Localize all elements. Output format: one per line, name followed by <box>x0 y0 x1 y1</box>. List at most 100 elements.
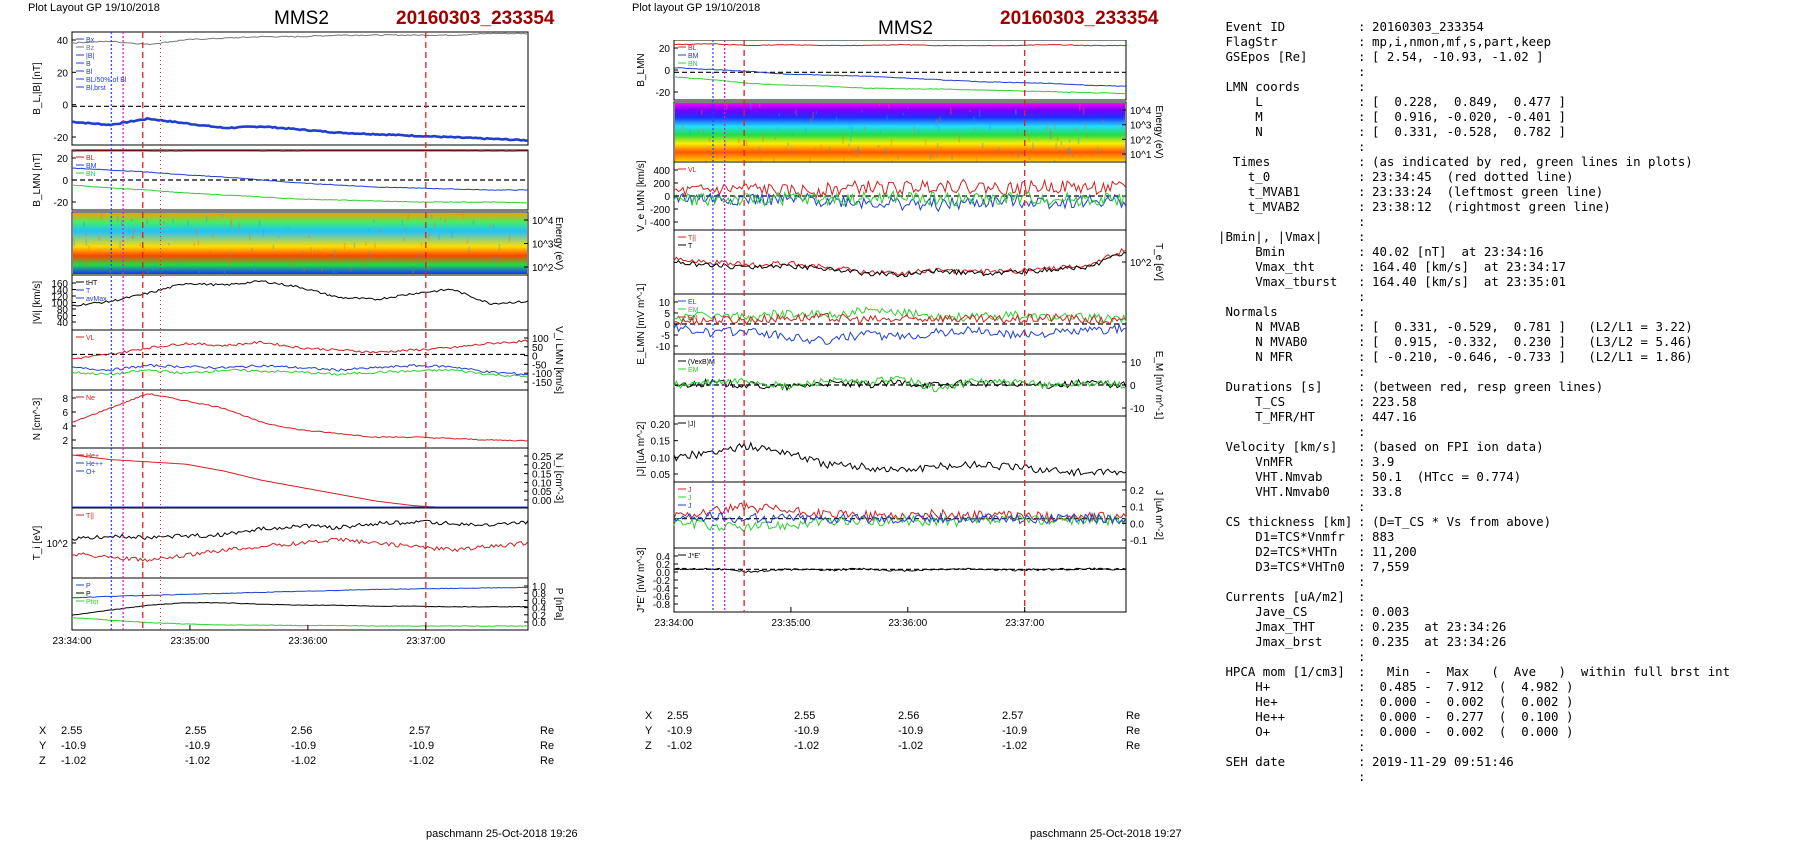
legend-label: EM <box>688 307 699 314</box>
spectrogram-speckle <box>744 128 746 132</box>
series-p-2 <box>71 617 529 627</box>
y-tick-label: 0 <box>62 101 68 112</box>
panel-frame <box>71 577 529 631</box>
spectrogram-speckle <box>940 146 942 151</box>
y-tick-label: 100 <box>532 334 549 345</box>
spectrogram-speckle <box>778 113 781 117</box>
spectrogram-speckle <box>1068 150 1070 154</box>
y-tick-label: 50 <box>532 343 544 354</box>
spectrogram-speckle <box>438 234 440 241</box>
spectrogram-speckle <box>842 135 844 144</box>
summary-key: D2=TCS*VHTn <box>1218 544 1338 559</box>
panel-ti: 10^2 T_i [eV] T|| <box>32 507 529 579</box>
x-tick-label: 23:37:00 <box>1005 618 1044 629</box>
coord-unit: Re <box>1126 740 1141 752</box>
spectrogram-speckle <box>229 252 231 257</box>
summary-sep: : <box>1358 334 1366 349</box>
summary-sep: : <box>1358 94 1366 109</box>
summary-row: L: [ 0.228, 0.849, 0.477 ] <box>1218 94 1798 109</box>
spectrogram-speckle <box>172 219 174 224</box>
y-tick-label: 0 <box>1130 381 1136 392</box>
summary-key <box>1218 139 1358 154</box>
summary-row: He++: 0.000 - 0.277 ( 0.100 ) <box>1218 709 1798 724</box>
summary-sep: : <box>1358 19 1366 34</box>
legend-label: P <box>86 591 91 598</box>
summary-sep: : <box>1358 259 1366 274</box>
summary-value: 23:33:24 (leftmost green line) <box>1372 184 1604 199</box>
spectrogram-speckle <box>353 242 356 249</box>
series-blmn-2 <box>71 184 528 204</box>
summary-sep: : <box>1358 349 1366 364</box>
coord-value: 2.57 <box>1002 710 1024 722</box>
spectrogram-speckle <box>426 214 429 219</box>
spectrogram-speckle <box>132 234 134 239</box>
y-tick-label: 4 <box>62 422 68 433</box>
spectrogram-speckle <box>373 219 375 224</box>
summary-sep: : <box>1358 109 1366 124</box>
series-vilmn-0 <box>71 339 529 360</box>
coord-value: -10.9 <box>409 740 435 752</box>
summary-row: HPCA mom [1/cm3]: Min - Max ( Ave ) with… <box>1218 664 1798 679</box>
summary-sep: : <box>1358 304 1366 319</box>
spectrogram-speckle <box>998 147 1000 153</box>
panel-jlmn: 0.20.10.0-0.1J [uA m^-2]JJJ <box>673 481 1164 549</box>
spectrogram-speckle <box>1096 147 1099 155</box>
summary-key: N MFR <box>1218 349 1293 364</box>
summary-row: VHT.Nmvab:50.1 (HTcc = 0.774) <box>1218 469 1798 484</box>
coord-label: X <box>645 710 653 722</box>
series-vilmn-1 <box>71 363 529 376</box>
spectrogram-speckle <box>850 136 852 142</box>
spectrogram-speckle <box>128 229 130 235</box>
summary-row: Velocity [km/s]: (based on FPI ion data) <box>1218 439 1798 454</box>
spectrogram-speckle <box>287 226 289 229</box>
spectrogram-speckle <box>489 224 492 228</box>
spectrogram-speckle <box>374 243 376 249</box>
y-tick-label: 0.05 <box>532 487 552 498</box>
summary-sep: : <box>1358 559 1366 574</box>
spectrogram-speckle <box>786 147 788 154</box>
summary-value: 0.003 <box>1372 604 1410 619</box>
summary-row: N MFR: [ -0.210, -0.646, -0.733 ] (L2/L1 … <box>1218 349 1798 364</box>
spectrogram-speckle <box>149 261 152 264</box>
summary-row: Times: (as indicated by red, green lines … <box>1218 154 1798 169</box>
spectrogram-speckle <box>851 125 853 133</box>
summary-row: M: [ 0.916, -0.020, -0.401 ] <box>1218 109 1798 124</box>
spectrogram-speckle <box>931 151 934 159</box>
summary-sep: : <box>1358 154 1366 169</box>
spectrogram-speckle <box>365 241 367 246</box>
summary-row: t_MVAB1:23:33:24 (leftmost green line) <box>1218 184 1798 199</box>
legend-label: J <box>688 495 692 502</box>
summary-sep: : <box>1358 769 1366 784</box>
spectrogram-speckle <box>988 127 991 130</box>
spectrogram-speckle <box>1049 131 1051 140</box>
coord-value: 2.57 <box>409 725 431 737</box>
y-tick-label: 10^2 <box>47 539 69 550</box>
legend-label: (VexB)M <box>688 359 715 366</box>
spectrogram-speckle <box>1121 122 1124 129</box>
summary-sep: : <box>1358 319 1366 334</box>
summary-key: Vmax_tht <box>1218 259 1315 274</box>
panel-n: 8 6 4 2 N [cm^-3] Ne <box>32 389 529 449</box>
spectrogram-speckle <box>1028 134 1030 142</box>
y-tick-label: 10^4 <box>532 216 554 227</box>
summary-key: VnMFR <box>1218 454 1293 469</box>
summary-value: 0.235 at 23:34:26 <box>1372 619 1507 634</box>
spectrogram-speckle <box>238 222 240 231</box>
summary-sep: : <box>1358 184 1366 199</box>
summary-row: : <box>1218 769 1798 784</box>
spectrogram-speckle <box>886 115 888 121</box>
y-tick-label: 0 <box>664 66 670 77</box>
coord-label: Z <box>645 740 652 752</box>
spectrogram-speckle <box>843 157 846 164</box>
legend-label: BM <box>688 53 699 60</box>
coord-label: X <box>39 725 47 737</box>
spectrogram-speckle <box>83 221 85 228</box>
spectrogram-speckle <box>262 230 265 237</box>
spectrogram-speckle <box>738 138 740 144</box>
spectrogram-speckle <box>150 257 153 260</box>
spectrogram-speckle <box>313 249 316 253</box>
summary-value: 11,200 <box>1372 544 1417 559</box>
coord-value: 2.56 <box>898 710 920 722</box>
spectrogram-speckle <box>1049 128 1052 134</box>
